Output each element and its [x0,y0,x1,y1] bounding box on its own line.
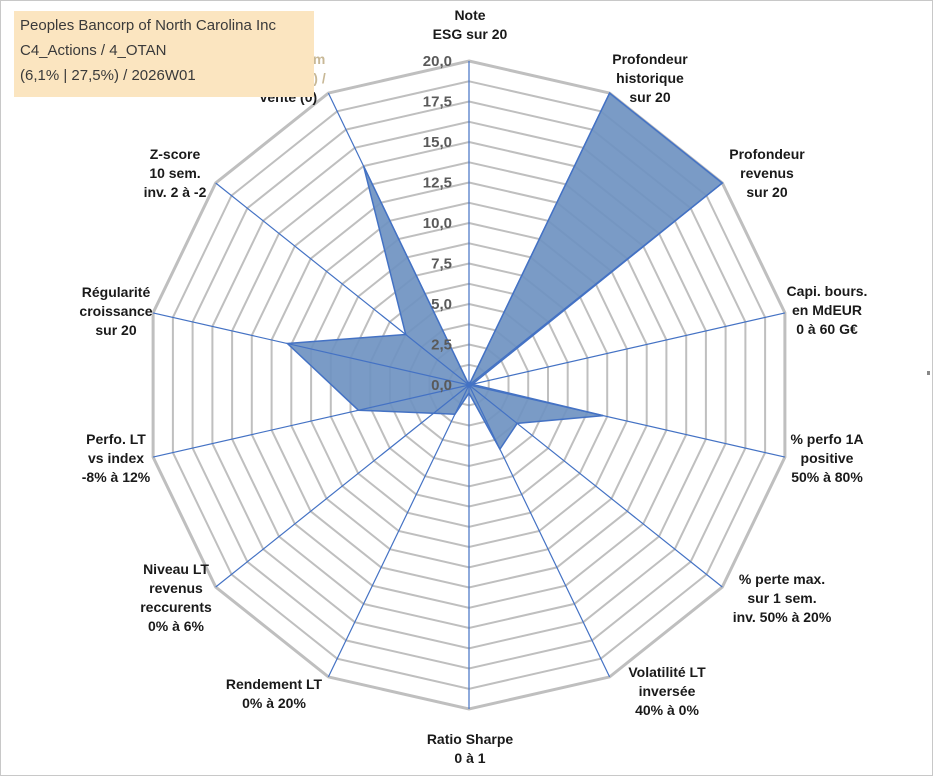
axis-label: Niveau LT revenus reccurents 0% à 6% [140,561,212,634]
axis-label-line: % perfo 1A [790,431,863,447]
axis-label: Note ESG sur 20 [433,7,508,42]
scrollbar-thumb[interactable] [927,371,930,375]
axis-label: Profondeur historique sur 20 [612,51,688,105]
axis-label: Ratio Sharpe 0 à 1 [427,731,514,766]
axis-label-line: -8% à 12% [82,469,151,485]
axis-label-line: 50% à 80% [791,469,863,485]
axis-label-line: positive [801,450,854,466]
radar-spokes [152,61,786,709]
tick-label: 2,5 [431,337,452,354]
axis-label-line: 0% à 20% [242,695,306,711]
axis-spoke [327,92,470,386]
axis-label: Rendement LT 0% à 20% [226,676,323,711]
axis-label-line: 0% à 6% [148,618,205,634]
axis-label-line: Rendement LT [226,676,323,692]
axis-label-line: inv. 50% à 20% [733,609,832,625]
axis-spoke [468,182,723,386]
radar-axis-labels: Note ESG sur 20 Profondeur historique sur 20… [79,7,867,766]
axis-label-line: Profondeur [612,51,688,67]
tick-label: 17,5 [423,94,452,111]
axis-spoke [215,384,470,588]
axis-label-line: reccurents [140,599,212,615]
axis-label: Volatilité LT inversée 40% à 0% [628,664,706,718]
axis-label-line: inversée [639,683,696,699]
axis-label-line: inv. 2 à -2 [144,184,207,200]
axis-label-line: ESG sur 20 [433,26,508,42]
axis-label-line: sur 20 [95,322,136,338]
axis-spoke [468,92,611,386]
tick-label: 0,0 [431,377,452,394]
axis-label-line: 0 à 1 [454,750,485,766]
radar-tick-labels: 0,0 2,5 5,0 7,5 10,0 12,5 15,0 17,5 20,0 [423,53,452,394]
category-label: C4_Actions / 4_OTAN [20,42,167,59]
tick-label: 10,0 [423,215,452,232]
axis-label: Perfo. LT vs index -8% à 12% [82,431,151,485]
axis-label-line: % perte max. [739,571,825,587]
axis-label: % perfo 1A positive 50% à 80% [790,431,863,485]
axis-spoke [468,384,723,588]
axis-label-line: revenus [740,165,794,181]
axis-label-line: vs index [88,450,144,466]
axis-label-line: Ratio Sharpe [427,731,514,747]
axis-label-line: sur 20 [746,184,787,200]
axis-label-line: 40% à 0% [635,702,699,718]
title-box: Peoples Bancorp of North Carolina Inc C4… [14,11,314,97]
axis-spoke [215,182,470,386]
axis-label-line: Profondeur [729,146,805,162]
tick-label: 20,0 [423,53,452,70]
axis-spoke [152,312,470,386]
axis-label-line: Note [454,7,485,23]
axis-spoke [468,384,611,678]
axis-label-line: revenus [149,580,203,596]
axis-spoke [468,384,786,458]
axis-label-line: Niveau LT [143,561,209,577]
axis-label-line: croissance [79,303,152,319]
axis-spoke [152,384,470,458]
axis-label: Régularité croissance sur 20 [79,284,152,338]
axis-label-line: 10 sem. [149,165,200,181]
tick-label: 15,0 [423,134,452,151]
tick-label: 5,0 [431,296,452,313]
axis-label: Z-score 10 sem. inv. 2 à -2 [144,146,207,200]
axis-label: % perte max. sur 1 sem. inv. 50% à 20% [733,571,832,625]
axis-spoke [468,312,786,386]
tick-label: 12,5 [423,175,452,192]
axis-spoke [327,384,470,678]
axis-label-line: sur 1 sem. [747,590,816,606]
axis-label-line: en MdEUR [792,302,862,318]
axis-label-line: historique [616,70,684,86]
axis-label-line: sur 20 [629,89,670,105]
tick-label: 7,5 [431,256,452,273]
company-name: Peoples Bancorp of North Carolina Inc [20,17,276,34]
axis-label-line: Perfo. LT [86,431,146,447]
axis-label-line: Capi. bours. [787,283,868,299]
period-label: (6,1% | 27,5%) / 2026W01 [20,67,196,84]
axis-label-line: Z-score [150,146,201,162]
axis-label-line: Régularité [82,284,151,300]
axis-label: Capi. bours. en MdEUR 0 à 60 G€ [787,283,868,337]
axis-label-line: 0 à 60 G€ [796,321,858,337]
axis-label-line: Volatilité LT [628,664,706,680]
axis-label: Profondeur revenus sur 20 [729,146,805,200]
